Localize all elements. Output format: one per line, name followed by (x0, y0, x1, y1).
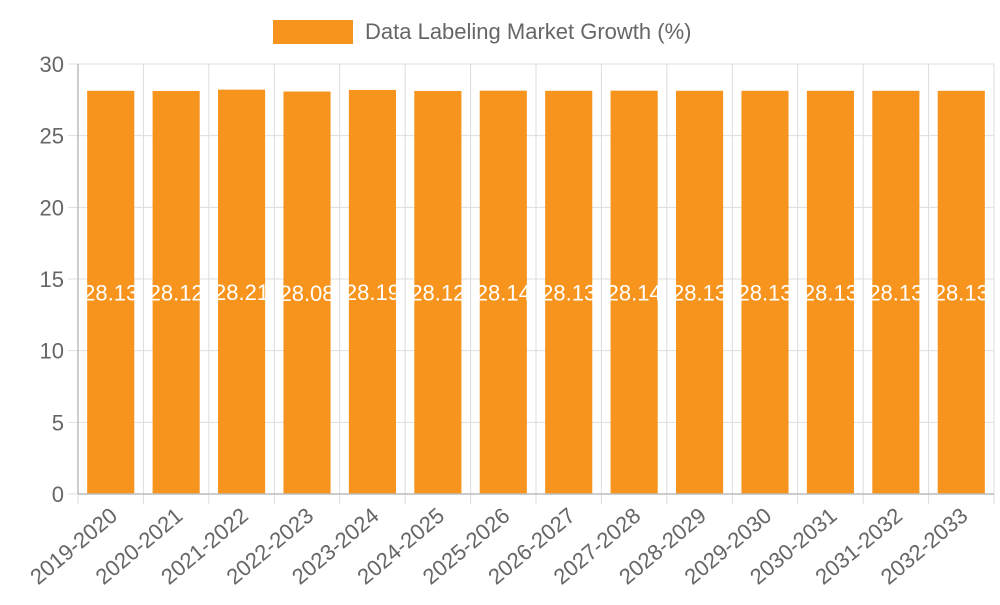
bar-2028-2029[interactable] (676, 90, 724, 494)
y-tick-label: 20 (40, 195, 64, 220)
bar-2025-2026[interactable] (479, 90, 527, 494)
bar-2026-2027[interactable] (545, 90, 593, 494)
data-label: 28.13 (934, 280, 989, 305)
bar-2029-2030[interactable] (741, 90, 789, 494)
bar-2031-2032[interactable] (872, 90, 920, 494)
data-labels: 28.13 28.12 28.21 28.08 28.19 28.12 28.14 28.13… (83, 280, 989, 306)
bar-2024-2025[interactable] (414, 90, 462, 495)
y-tick-label: 15 (40, 267, 64, 292)
y-tick-label: 30 (40, 52, 64, 77)
bar-series (87, 89, 985, 495)
y-tick-label: 0 (52, 482, 64, 507)
bar-2021-2022[interactable] (218, 89, 266, 494)
bar-2032-2033[interactable] (937, 90, 985, 494)
data-label: 28.12 (410, 280, 465, 305)
bar-2027-2028[interactable] (610, 90, 658, 494)
data-label: 28.12 (149, 280, 204, 305)
bar-2019-2020[interactable] (87, 90, 135, 494)
bar-2023-2024[interactable] (348, 89, 396, 495)
legend[interactable]: Data Labeling Market Growth (%) (273, 19, 691, 44)
data-label: 28.13 (737, 280, 792, 305)
data-label: 28.13 (672, 280, 727, 305)
y-tick-label: 10 (40, 339, 64, 364)
data-label: 28.13 (541, 280, 596, 305)
bar-2030-2031[interactable] (806, 90, 854, 494)
data-label: 28.13 (868, 280, 923, 305)
data-label: 28.13 (803, 280, 858, 305)
data-label: 28.08 (279, 281, 334, 306)
data-label: 28.19 (345, 280, 400, 305)
legend-label[interactable]: Data Labeling Market Growth (%) (365, 19, 691, 44)
data-label: 28.13 (83, 280, 138, 305)
legend-swatch[interactable] (273, 20, 353, 44)
bar-2022-2023[interactable] (283, 91, 331, 495)
data-label: 28.14 (607, 280, 662, 305)
data-label: 28.21 (214, 280, 269, 305)
bar-2020-2021[interactable] (152, 90, 200, 495)
y-tick-label: 25 (40, 124, 64, 149)
y-tick-label: 5 (52, 410, 64, 435)
data-label: 28.14 (476, 280, 531, 305)
